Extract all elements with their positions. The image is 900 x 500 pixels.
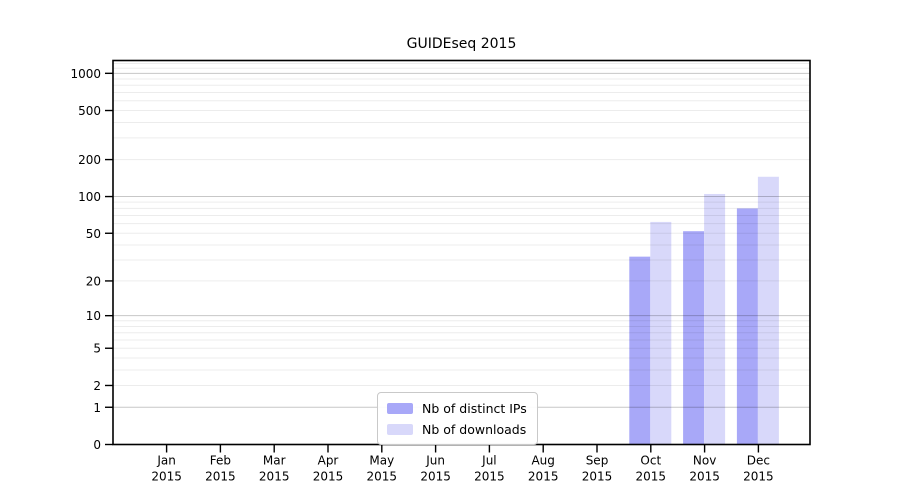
x-tick-label: Mar 2015 — [259, 454, 290, 484]
y-tick-label: 1000 — [70, 67, 101, 81]
legend-swatch-distinct-ips — [387, 402, 413, 414]
x-tick-label: Nov 2015 — [689, 454, 720, 484]
y-tick-label: 200 — [78, 153, 101, 167]
y-tick-label: 50 — [86, 227, 101, 241]
bar-distinct-ips-oct — [629, 256, 651, 445]
bar-downloads-nov — [704, 193, 726, 445]
y-tick-label: 20 — [86, 274, 101, 288]
x-tick-label: Aug 2015 — [528, 454, 559, 484]
legend-label-downloads: Nb of downloads — [422, 421, 527, 437]
legend-label-distinct-ips: Nb of distinct IPs — [422, 400, 527, 416]
chart-title: GUIDEseq 2015 — [406, 36, 517, 52]
y-tick-label: 5 — [93, 342, 101, 356]
x-tick-label: May 2015 — [367, 454, 398, 484]
bar-downloads-oct — [650, 221, 672, 445]
x-tick-label: Dec 2015 — [743, 454, 774, 484]
y-tick-label: 2 — [93, 379, 101, 393]
bar-downloads-dec — [757, 176, 779, 445]
x-tick-label: Jul 2015 — [474, 454, 505, 484]
legend-swatch-downloads — [387, 423, 413, 435]
y-tick-label: 500 — [78, 104, 101, 118]
y-tick-label: 0 — [93, 438, 101, 452]
y-tick-label: 1 — [93, 401, 101, 415]
x-tick-label: Oct 2015 — [636, 454, 667, 484]
legend-item-downloads: Nb of downloads — [387, 420, 527, 438]
x-tick-label: Sep 2015 — [582, 454, 613, 484]
x-tick-label: Jun 2015 — [420, 454, 451, 484]
legend-item-distinct-ips: Nb of distinct IPs — [387, 399, 527, 417]
bar-distinct-ips-nov — [683, 231, 705, 445]
y-tick-label: 100 — [78, 190, 101, 204]
x-tick-label: Feb 2015 — [205, 454, 236, 484]
legend: Nb of distinct IPs Nb of downloads — [377, 392, 538, 445]
x-tick-label: Jan 2015 — [151, 454, 182, 484]
bar-distinct-ips-dec — [736, 208, 758, 445]
y-tick-label: 10 — [86, 309, 101, 323]
x-tick-label: Apr 2015 — [313, 454, 344, 484]
